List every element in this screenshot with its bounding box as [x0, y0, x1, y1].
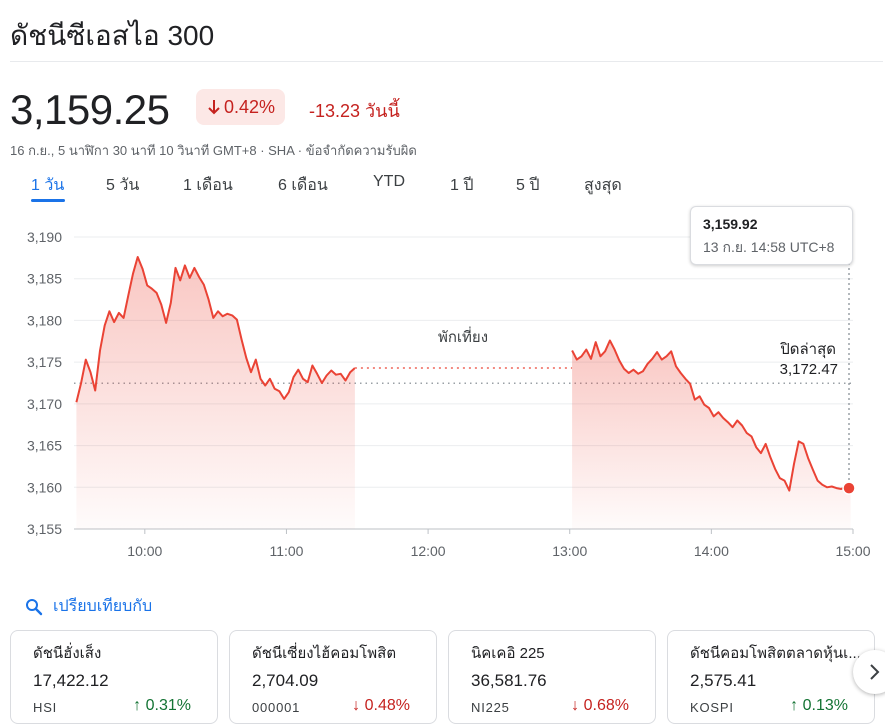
- index-name: ดัชนีฮั่งเส็ง: [33, 645, 102, 662]
- tab-5d[interactable]: 5 วัน: [106, 177, 140, 194]
- active-tab-indicator: [31, 199, 65, 202]
- index-symbol: 000001: [252, 700, 301, 715]
- index-price: 2,704.09: [252, 671, 319, 690]
- index-card[interactable]: ดัชนีคอมโพสิตตลาดหุ้นเ... 2,575.41 KOSPI…: [667, 630, 875, 724]
- chevron-right-icon: [870, 664, 880, 680]
- series-area: [572, 340, 851, 529]
- arrow-down-icon: ↓: [571, 697, 580, 714]
- tab-max[interactable]: สูงสุด: [584, 177, 622, 194]
- chart-lines: [75, 256, 856, 495]
- next-cards-button[interactable]: [853, 650, 885, 694]
- index-change: ↑ 0.13%: [790, 697, 848, 714]
- tab-5y[interactable]: 5 ปี: [516, 177, 540, 194]
- x-tick-label: 13:00: [552, 543, 587, 559]
- page-title: ดัชนีซีเอสไอ 300: [10, 20, 215, 51]
- x-tick-label: 12:00: [411, 543, 446, 559]
- index-price: 17,422.12: [33, 671, 109, 690]
- index-card[interactable]: นิคเคอิ 225 36,581.76 NI225 ↓ 0.68%: [448, 630, 656, 724]
- tab-6m[interactable]: 6 เดือน: [278, 177, 328, 194]
- index-symbol: HSI: [33, 700, 58, 715]
- tooltip-time: 13 ก.ย. 14:58 UTC+8: [703, 239, 835, 255]
- chart-labels: 3,190 3,185 3,180 3,175 3,170 3,165 3,160 3,155…: [27, 229, 871, 559]
- series-line: [75, 256, 356, 403]
- index-change: ↓ 0.68%: [571, 697, 629, 714]
- arrow-up-icon: ↑: [790, 697, 799, 714]
- compare-button[interactable]: เปรียบเทียบกับ: [25, 594, 152, 619]
- arrow-down-icon: [208, 100, 220, 115]
- tab-1d[interactable]: 1 วัน: [31, 177, 65, 194]
- y-tick-label: 3,175: [27, 354, 62, 370]
- change-value: -13.23 วันนี้: [309, 101, 400, 121]
- price-chart[interactable]: 3,190 3,185 3,180 3,175 3,170 3,165 3,160 3,155…: [0, 200, 885, 570]
- index-card[interactable]: ดัชนีฮั่งเส็ง 17,422.12 HSI ↑ 0.31%: [10, 630, 218, 724]
- index-change: ↓ 0.48%: [352, 697, 410, 714]
- previous-close-value: 3,172.47: [780, 361, 838, 378]
- header-divider: [10, 61, 883, 62]
- index-price: 2,575.41: [690, 671, 757, 690]
- tab-1m[interactable]: 1 เดือน: [183, 177, 233, 194]
- index-symbol: KOSPI: [690, 700, 734, 715]
- y-tick-label: 3,165: [27, 438, 62, 454]
- change-percent: 0.42%: [224, 97, 276, 117]
- compare-label: เปรียบเทียบกับ: [53, 598, 153, 615]
- arrow-down-icon: ↓: [352, 697, 361, 714]
- x-tick-label: 14:00: [694, 543, 729, 559]
- index-symbol: NI225: [471, 700, 510, 715]
- index-name: ดัชนีเซี่ยงไฮ้คอมโพสิต: [252, 645, 397, 662]
- cursor-dot: [842, 481, 856, 495]
- x-tick-label: 15:00: [835, 543, 870, 559]
- y-tick-label: 3,155: [27, 521, 62, 537]
- tab-ytd[interactable]: YTD: [373, 173, 405, 190]
- price-meta: 16 ก.ย., 5 นาฬิกา 30 นาที 10 วินาที GMT+…: [10, 143, 417, 158]
- series-line: [571, 339, 851, 492]
- tab-1y[interactable]: 1 ปี: [450, 177, 474, 194]
- index-change: ↑ 0.31%: [133, 697, 191, 714]
- chart-area-fill: [76, 257, 851, 529]
- index-name: นิคเคอิ 225: [471, 645, 545, 662]
- series-area: [76, 257, 355, 529]
- y-tick-label: 3,170: [27, 396, 62, 412]
- arrow-up-icon: ↑: [133, 697, 142, 714]
- index-name: ดัชนีคอมโพสิตตลาดหุ้นเ...: [690, 645, 861, 662]
- chart-tooltip: 3,159.92 13 ก.ย. 14:58 UTC+8: [690, 206, 853, 265]
- y-tick-label: 3,160: [27, 479, 62, 495]
- y-tick-label: 3,185: [27, 271, 62, 287]
- y-tick-label: 3,190: [27, 229, 62, 245]
- search-icon: [26, 598, 43, 615]
- x-tick-label: 10:00: [127, 543, 162, 559]
- y-tick-label: 3,180: [27, 312, 62, 328]
- index-price: 36,581.76: [471, 671, 547, 690]
- tooltip-value: 3,159.92: [703, 216, 758, 232]
- lunch-break-label: พักเที่ยง: [438, 326, 488, 346]
- current-price: 3,159.25: [10, 86, 170, 133]
- index-card[interactable]: ดัชนีเซี่ยงไฮ้คอมโพสิต 2,704.09 000001 ↓…: [229, 630, 437, 724]
- previous-close-label: ปิดล่าสุด: [779, 341, 836, 359]
- change-percent-badge: 0.42%: [196, 89, 286, 125]
- x-tick-label: 11:00: [269, 543, 303, 559]
